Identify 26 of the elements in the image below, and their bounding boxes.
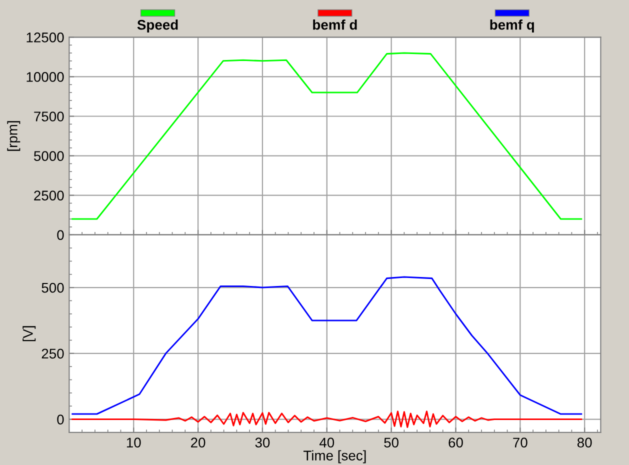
line-series	[72, 276, 582, 415]
legend-label: bemf q	[490, 20, 534, 32]
y-tick-label: 0	[57, 230, 64, 240]
x-tick-label: 40	[319, 438, 334, 448]
y-axis-title: [V]	[22, 326, 36, 342]
y-tick-label: 0	[57, 414, 64, 424]
y-tick-label: 5000	[34, 151, 64, 161]
x-axis-title: Time [sec]	[303, 450, 366, 464]
y-tick-label: 12500	[26, 32, 64, 42]
x-tick-label: 50	[384, 438, 398, 448]
y-tick-label: 10000	[26, 72, 64, 82]
x-tick-label: 60	[448, 438, 463, 448]
y-axis-title: [rpm]	[7, 121, 20, 151]
legend-label: Speed	[137, 20, 178, 32]
legend-label: bemf d	[313, 20, 357, 30]
line-series	[72, 52, 582, 220]
x-tick-label: 20	[191, 438, 206, 448]
y-tick-label: 250	[42, 348, 64, 359]
x-tick-label: 30	[255, 438, 270, 448]
x-tick-label: 10	[126, 438, 141, 448]
x-tick-label: 80	[577, 438, 592, 448]
y-tick-label: 2500	[34, 190, 64, 200]
x-tick-label: 70	[513, 438, 528, 448]
y-tick-label: 500	[42, 282, 64, 293]
y-tick-label: 7500	[34, 112, 64, 122]
line-series	[72, 410, 582, 428]
